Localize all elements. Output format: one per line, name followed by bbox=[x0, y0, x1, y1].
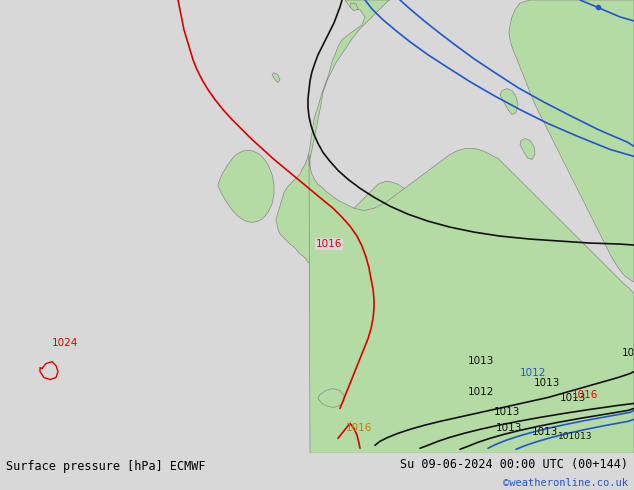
Polygon shape bbox=[509, 0, 634, 282]
Polygon shape bbox=[318, 389, 344, 407]
Text: 1013: 1013 bbox=[560, 393, 586, 403]
Text: 1013: 1013 bbox=[532, 427, 559, 437]
Text: 1016: 1016 bbox=[572, 391, 598, 400]
Text: 1024: 1024 bbox=[52, 338, 79, 348]
Polygon shape bbox=[520, 139, 535, 159]
Polygon shape bbox=[309, 148, 634, 453]
Text: ©weatheronline.co.uk: ©weatheronline.co.uk bbox=[503, 478, 628, 489]
Text: 1016: 1016 bbox=[346, 423, 372, 433]
Text: 1012: 1012 bbox=[468, 388, 495, 397]
Text: 101: 101 bbox=[622, 347, 634, 358]
Polygon shape bbox=[500, 89, 518, 115]
Polygon shape bbox=[350, 3, 358, 11]
Polygon shape bbox=[272, 73, 280, 83]
Text: 1016: 1016 bbox=[316, 239, 342, 249]
Polygon shape bbox=[276, 0, 438, 314]
Polygon shape bbox=[218, 150, 274, 222]
Text: 101013: 101013 bbox=[558, 432, 593, 441]
Text: Surface pressure [hPa] ECMWF: Surface pressure [hPa] ECMWF bbox=[6, 460, 206, 473]
Text: 1013: 1013 bbox=[468, 356, 495, 366]
Text: 1012: 1012 bbox=[520, 368, 547, 378]
Text: 1013: 1013 bbox=[534, 377, 560, 388]
Text: Su 09-06-2024 00:00 UTC (00+144): Su 09-06-2024 00:00 UTC (00+144) bbox=[399, 458, 628, 471]
Text: 1013: 1013 bbox=[496, 423, 522, 433]
Text: 1013: 1013 bbox=[494, 407, 521, 417]
